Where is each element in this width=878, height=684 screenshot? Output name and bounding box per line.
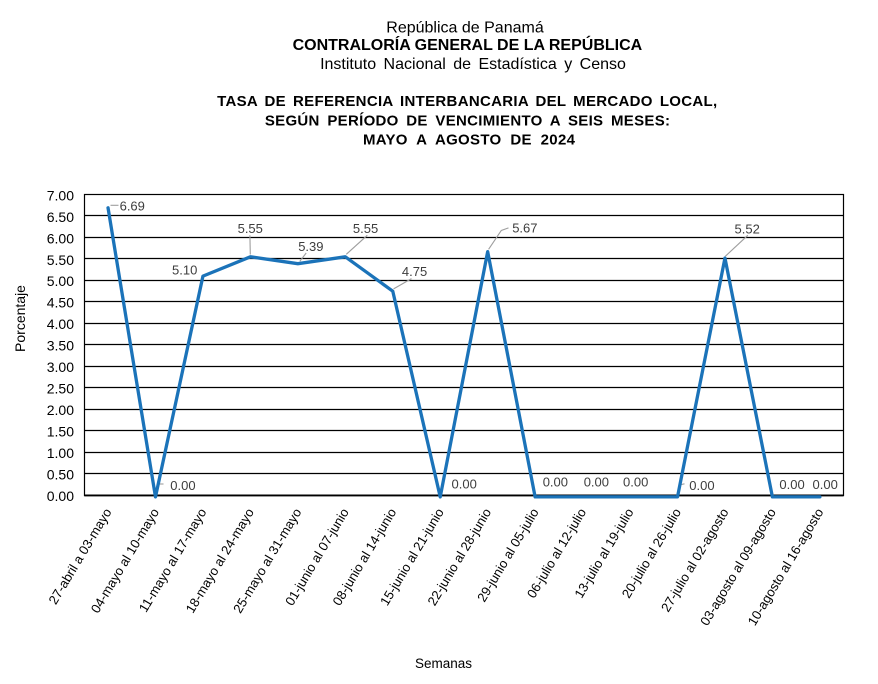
svg-text:1.50: 1.50: [47, 424, 74, 440]
svg-text:MAYO A AGOSTO DE 2024: MAYO A AGOSTO DE 2024: [363, 132, 576, 149]
svg-text:5.50: 5.50: [47, 252, 74, 268]
svg-text:4.50: 4.50: [47, 295, 74, 311]
svg-text:SEGÚN PERÍODO DE VENCIMIENTO A: SEGÚN PERÍODO DE VENCIMIENTO A SEIS MESE…: [265, 111, 670, 129]
svg-text:0.00: 0.00: [813, 477, 838, 492]
svg-text:5.52: 5.52: [735, 221, 760, 236]
svg-text:0.00: 0.00: [47, 488, 74, 504]
svg-text:1.00: 1.00: [47, 445, 74, 461]
svg-text:5.55: 5.55: [238, 221, 263, 236]
svg-text:6.50: 6.50: [47, 209, 74, 225]
svg-text:0.00: 0.00: [170, 478, 195, 493]
svg-text:0.00: 0.00: [452, 477, 477, 492]
svg-text:5.10: 5.10: [172, 262, 197, 277]
svg-text:Porcentaje: Porcentaje: [12, 285, 28, 352]
svg-text:4.00: 4.00: [47, 316, 74, 332]
svg-text:5.55: 5.55: [353, 221, 378, 236]
svg-text:Semanas: Semanas: [415, 656, 472, 671]
svg-text:TASA DE REFERENCIA INTERBANCAR: TASA DE REFERENCIA INTERBANCARIA DEL MER…: [217, 93, 717, 110]
svg-text:0.00: 0.00: [689, 478, 714, 493]
svg-text:4.75: 4.75: [402, 264, 427, 279]
svg-text:0.00: 0.00: [543, 475, 568, 490]
svg-text:5.67: 5.67: [512, 220, 537, 235]
svg-text:República de Panamá: República de Panamá: [386, 20, 544, 37]
svg-text:Instituto Nacional de Estadíst: Instituto Nacional de Estadística y Cens…: [320, 56, 626, 73]
svg-text:CONTRALORÍA GENERAL DE LA REPÚ: CONTRALORÍA GENERAL DE LA REPÚBLICA: [293, 35, 643, 54]
svg-text:5.00: 5.00: [47, 273, 74, 289]
svg-text:6.69: 6.69: [120, 198, 145, 213]
svg-text:0.00: 0.00: [584, 475, 609, 490]
svg-text:0.00: 0.00: [779, 477, 804, 492]
svg-text:7.00: 7.00: [47, 187, 74, 203]
svg-text:6.00: 6.00: [47, 230, 74, 246]
svg-text:0.50: 0.50: [47, 467, 74, 483]
svg-text:0.00: 0.00: [623, 475, 648, 490]
svg-text:2.00: 2.00: [47, 402, 74, 418]
svg-text:2.50: 2.50: [47, 381, 74, 397]
svg-text:3.50: 3.50: [47, 338, 74, 354]
svg-text:5.39: 5.39: [298, 239, 323, 254]
svg-text:3.00: 3.00: [47, 359, 74, 375]
